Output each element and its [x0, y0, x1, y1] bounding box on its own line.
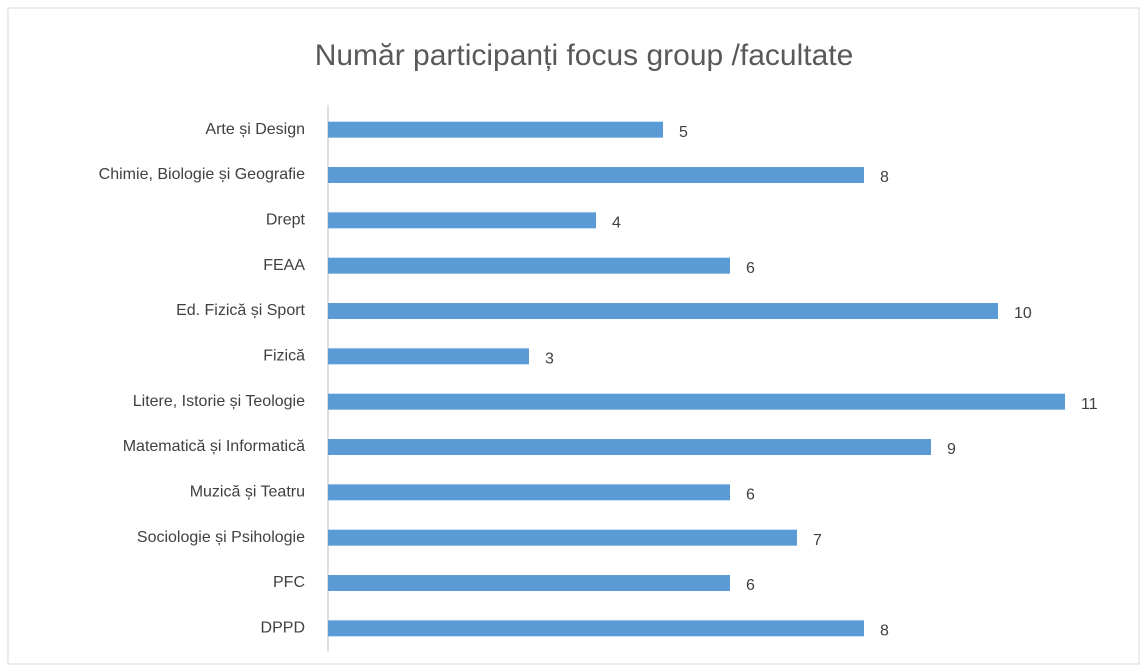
data-label: 4 — [612, 215, 621, 232]
data-label: 9 — [947, 441, 956, 458]
y-tick-label: Drept — [266, 212, 306, 229]
data-label: 3 — [545, 351, 554, 368]
y-tick-label: Fizică — [263, 348, 305, 365]
y-tick-label: Muzică și Teatru — [190, 484, 305, 501]
chart-border — [7, 7, 1140, 665]
data-label: 7 — [813, 532, 822, 549]
y-tick-label: Arte și Design — [205, 121, 305, 138]
y-tick-label: FEAA — [263, 257, 305, 274]
y-tick-label: Matematică și Informatică — [123, 438, 305, 455]
chart-title: Număr participanți focus group /facultat… — [315, 39, 854, 72]
bar — [328, 348, 529, 365]
data-label: 8 — [880, 169, 889, 186]
y-tick-label: DPPD — [261, 620, 305, 637]
data-label: 10 — [1014, 305, 1032, 322]
y-tick-label: Sociologie și Psihologie — [137, 529, 305, 546]
y-tick-label: PFC — [273, 574, 305, 591]
bar — [328, 575, 730, 591]
y-tick-label: Chimie, Biologie și Geografie — [99, 166, 305, 183]
data-label: 6 — [746, 260, 755, 277]
bar — [328, 167, 864, 183]
data-label: 6 — [746, 487, 755, 504]
bar — [328, 484, 730, 501]
bar — [328, 303, 998, 319]
bar — [328, 212, 596, 229]
data-label: 8 — [880, 623, 889, 640]
bar — [328, 121, 663, 138]
bar — [328, 393, 1065, 410]
y-tick-label: Litere, Istorie și Teologie — [133, 393, 305, 410]
bar — [328, 529, 797, 546]
bar — [328, 257, 730, 274]
y-tick-label: Ed. Fizică și Sport — [176, 302, 305, 319]
bar — [328, 620, 864, 637]
data-label: 5 — [679, 124, 688, 141]
bar — [328, 439, 931, 455]
data-label: 11 — [1081, 396, 1098, 413]
data-label: 6 — [746, 577, 755, 594]
